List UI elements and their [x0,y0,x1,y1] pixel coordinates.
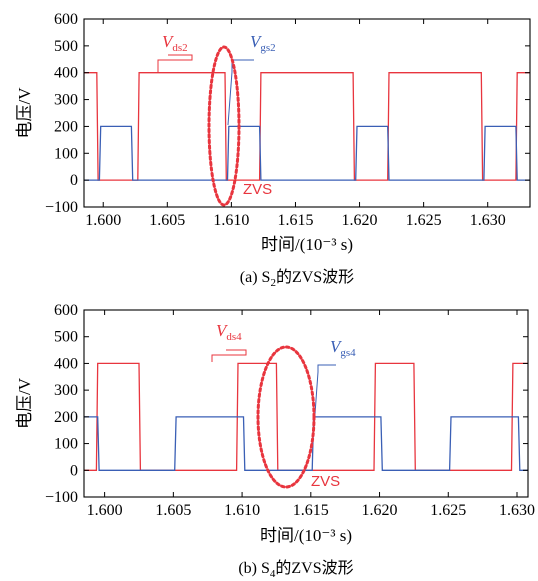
zvs-label: ZVS [243,181,272,198]
x-tick-label: 1.620 [362,502,398,519]
y-tick-label: 300 [54,382,78,399]
series-line-ds2 [84,72,530,181]
y-tick-label: 400 [54,65,78,82]
y-axis-label: 电压/V [15,377,34,429]
plot-frame [83,18,531,208]
series-line-ds4 [84,362,528,471]
x-tick-label: 1.630 [499,502,535,519]
x-tick-label: 1.630 [470,212,506,229]
y-axis-label: 电压/V [15,87,34,139]
y-tick-label: −100 [45,489,78,506]
y-tick-label: 200 [54,118,78,135]
x-tick-label: 1.625 [430,502,466,519]
series-label-gs4: Vgs4 [330,337,356,359]
chart-panel-b: 600 500 400 300 200 100 0 −100 1.600 1.605 1.610 1.… [15,302,535,580]
chart-panel-a: 600 500 400 300 200 100 0 −100 1.600 1.605 1.610 1.… [15,11,531,289]
figure-caption: (b) S4的ZVS波形 [238,559,353,580]
y-tick-label: 500 [54,329,78,346]
figure-caption: (a) S2的ZVS波形 [240,268,354,289]
zvs-highlight-ellipse [207,45,241,207]
y-tick-label: 600 [54,302,78,319]
zvs-highlight-ellipse [256,345,316,489]
series-label-ds4: Vds4 [216,321,242,343]
series-label-leader [211,349,247,362]
y-tick-label: 100 [54,436,78,453]
x-tick-label: 1.620 [342,212,378,229]
x-tick-label: 1.625 [406,212,442,229]
series-label-leader [313,364,336,429]
series-label-leader [227,59,254,126]
y-tick-label: −100 [45,199,78,216]
x-axis-label: 时间/(10⁻³ s) [261,235,353,254]
series-label-leader [157,54,193,72]
x-tick-label: 1.605 [149,212,185,229]
x-tick-label: 1.600 [87,502,123,519]
zvs-label: ZVS [311,473,340,490]
y-tick-label: 300 [54,92,78,109]
x-tick-label: 1.615 [293,502,329,519]
y-tick-label: 600 [54,11,78,28]
y-tick-label: 200 [54,409,78,426]
y-tick-label: 100 [54,145,78,162]
x-tick-label: 1.610 [213,212,249,229]
y-tick-label: 500 [54,38,78,55]
x-tick-label: 1.610 [224,502,260,519]
x-tick-label: 1.615 [277,212,313,229]
series-label-ds2: Vds2 [162,32,188,54]
y-tick-label: 0 [70,172,78,189]
y-tick-label: 0 [70,462,78,479]
y-tick-label: 400 [54,355,78,372]
x-axis-label: 时间/(10⁻³ s) [260,526,352,545]
series-label-gs2: Vgs2 [250,32,276,54]
series-line-gs2 [84,125,530,181]
x-tick-label: 1.600 [85,212,121,229]
x-tick-label: 1.605 [155,502,191,519]
plot-frame [83,309,529,498]
